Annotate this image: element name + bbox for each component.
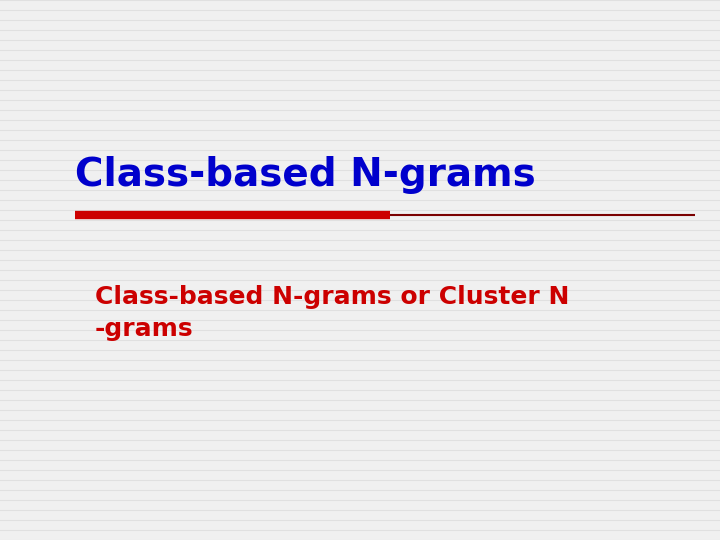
Text: -grams: -grams bbox=[95, 317, 194, 341]
Text: Class-based N-grams or Cluster N: Class-based N-grams or Cluster N bbox=[95, 285, 570, 309]
Text: Class-based N-grams: Class-based N-grams bbox=[75, 156, 536, 194]
